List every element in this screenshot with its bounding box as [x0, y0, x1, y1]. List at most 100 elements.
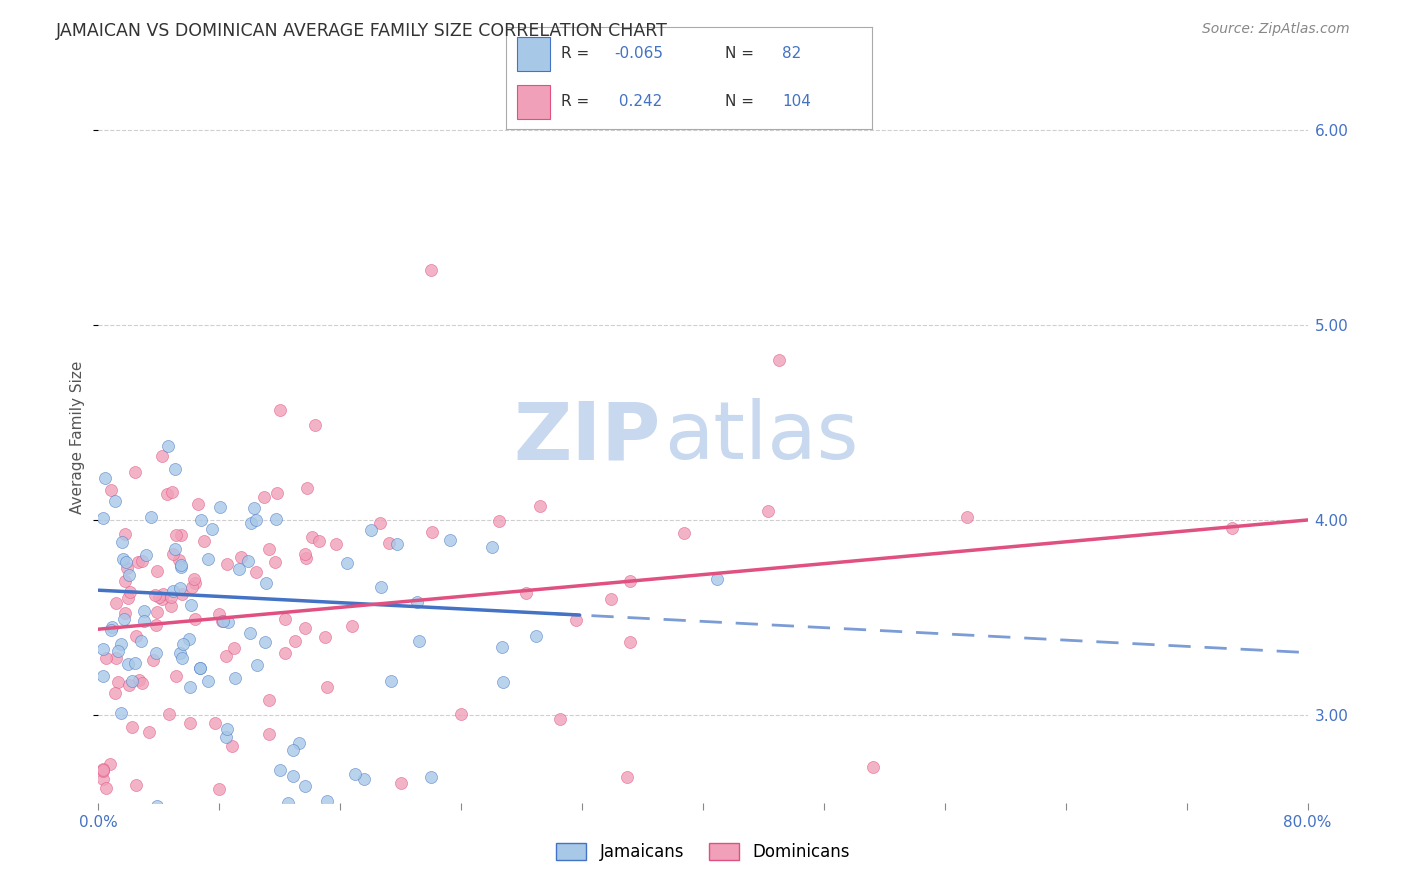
Point: [160, 599, 183, 614]
Point: [252, 490, 274, 504]
Point: [179, 680, 201, 694]
Point: [148, 590, 170, 604]
Text: 104: 104: [782, 95, 811, 109]
Point: [215, 648, 238, 663]
Text: ZIP: ZIP: [513, 398, 661, 476]
Point: [450, 706, 472, 721]
Point: [104, 494, 127, 508]
Point: [165, 669, 187, 683]
Point: [245, 565, 267, 579]
Point: [420, 263, 443, 277]
Point: [124, 657, 146, 671]
Point: [254, 576, 277, 591]
Text: JAMAICAN VS DOMINICAN AVERAGE FAMILY SIZE CORRELATION CHART: JAMAICAN VS DOMINICAN AVERAGE FAMILY SIZ…: [56, 22, 668, 40]
Point: [91, 642, 114, 657]
Point: [295, 551, 318, 566]
Point: [385, 537, 408, 551]
Text: Source: ZipAtlas.com: Source: ZipAtlas.com: [1202, 22, 1350, 37]
Point: [157, 439, 180, 453]
Point: [91, 772, 114, 786]
Point: [118, 678, 141, 692]
Y-axis label: Average Family Size: Average Family Size: [70, 360, 86, 514]
Point: [172, 637, 194, 651]
Point: [360, 523, 382, 537]
Point: [138, 724, 160, 739]
Point: [128, 673, 150, 687]
Point: [163, 542, 186, 557]
Point: [529, 499, 551, 513]
Point: [124, 465, 146, 479]
Point: [197, 552, 219, 566]
Point: [211, 614, 233, 628]
Point: [110, 637, 132, 651]
Text: R =: R =: [561, 46, 589, 62]
Point: [294, 779, 316, 793]
Point: [112, 612, 135, 626]
Point: [277, 796, 299, 810]
Point: [91, 511, 114, 525]
Point: [524, 629, 547, 643]
Point: [201, 522, 224, 536]
Point: [368, 516, 391, 530]
Point: [288, 843, 311, 857]
Point: [491, 674, 513, 689]
Point: [152, 587, 174, 601]
Text: -0.065: -0.065: [614, 46, 664, 62]
Point: [169, 582, 191, 596]
Point: [481, 540, 503, 554]
Point: [548, 712, 571, 726]
Point: [162, 547, 184, 561]
Point: [308, 533, 330, 548]
Point: [600, 591, 623, 606]
Point: [172, 651, 194, 665]
Point: [115, 555, 138, 569]
Point: [616, 771, 638, 785]
Point: [301, 530, 323, 544]
Point: [93, 764, 115, 779]
Point: [94, 651, 117, 665]
Point: [221, 739, 243, 754]
Point: [862, 760, 884, 774]
Point: [150, 592, 173, 607]
Point: [215, 731, 238, 745]
Point: [380, 673, 402, 688]
Point: [281, 743, 304, 757]
Point: [146, 605, 169, 619]
Point: [115, 561, 138, 575]
FancyBboxPatch shape: [517, 86, 550, 119]
Point: [187, 497, 209, 511]
Point: [314, 631, 336, 645]
Point: [488, 514, 510, 528]
Point: [246, 657, 269, 672]
Point: [294, 547, 316, 561]
Point: [439, 533, 461, 548]
Point: [91, 762, 114, 776]
Point: [673, 526, 696, 541]
Point: [156, 486, 179, 500]
Point: [208, 782, 231, 797]
Point: [181, 580, 204, 594]
Point: [315, 794, 337, 808]
Point: [139, 509, 162, 524]
Point: [101, 620, 124, 634]
Point: [564, 614, 586, 628]
Point: [1220, 521, 1243, 535]
Point: [177, 632, 200, 647]
Point: [145, 646, 167, 660]
Point: [208, 607, 231, 621]
FancyBboxPatch shape: [517, 37, 550, 70]
Point: [264, 512, 287, 526]
Point: [420, 524, 443, 539]
Point: [336, 556, 359, 570]
Point: [204, 715, 226, 730]
Point: [114, 606, 136, 620]
Point: [160, 591, 183, 605]
Point: [619, 634, 641, 648]
Point: [240, 516, 263, 531]
Point: [245, 514, 267, 528]
Point: [224, 671, 246, 685]
Point: [344, 766, 367, 780]
Point: [163, 462, 186, 476]
Point: [135, 548, 157, 562]
Point: [420, 771, 443, 785]
